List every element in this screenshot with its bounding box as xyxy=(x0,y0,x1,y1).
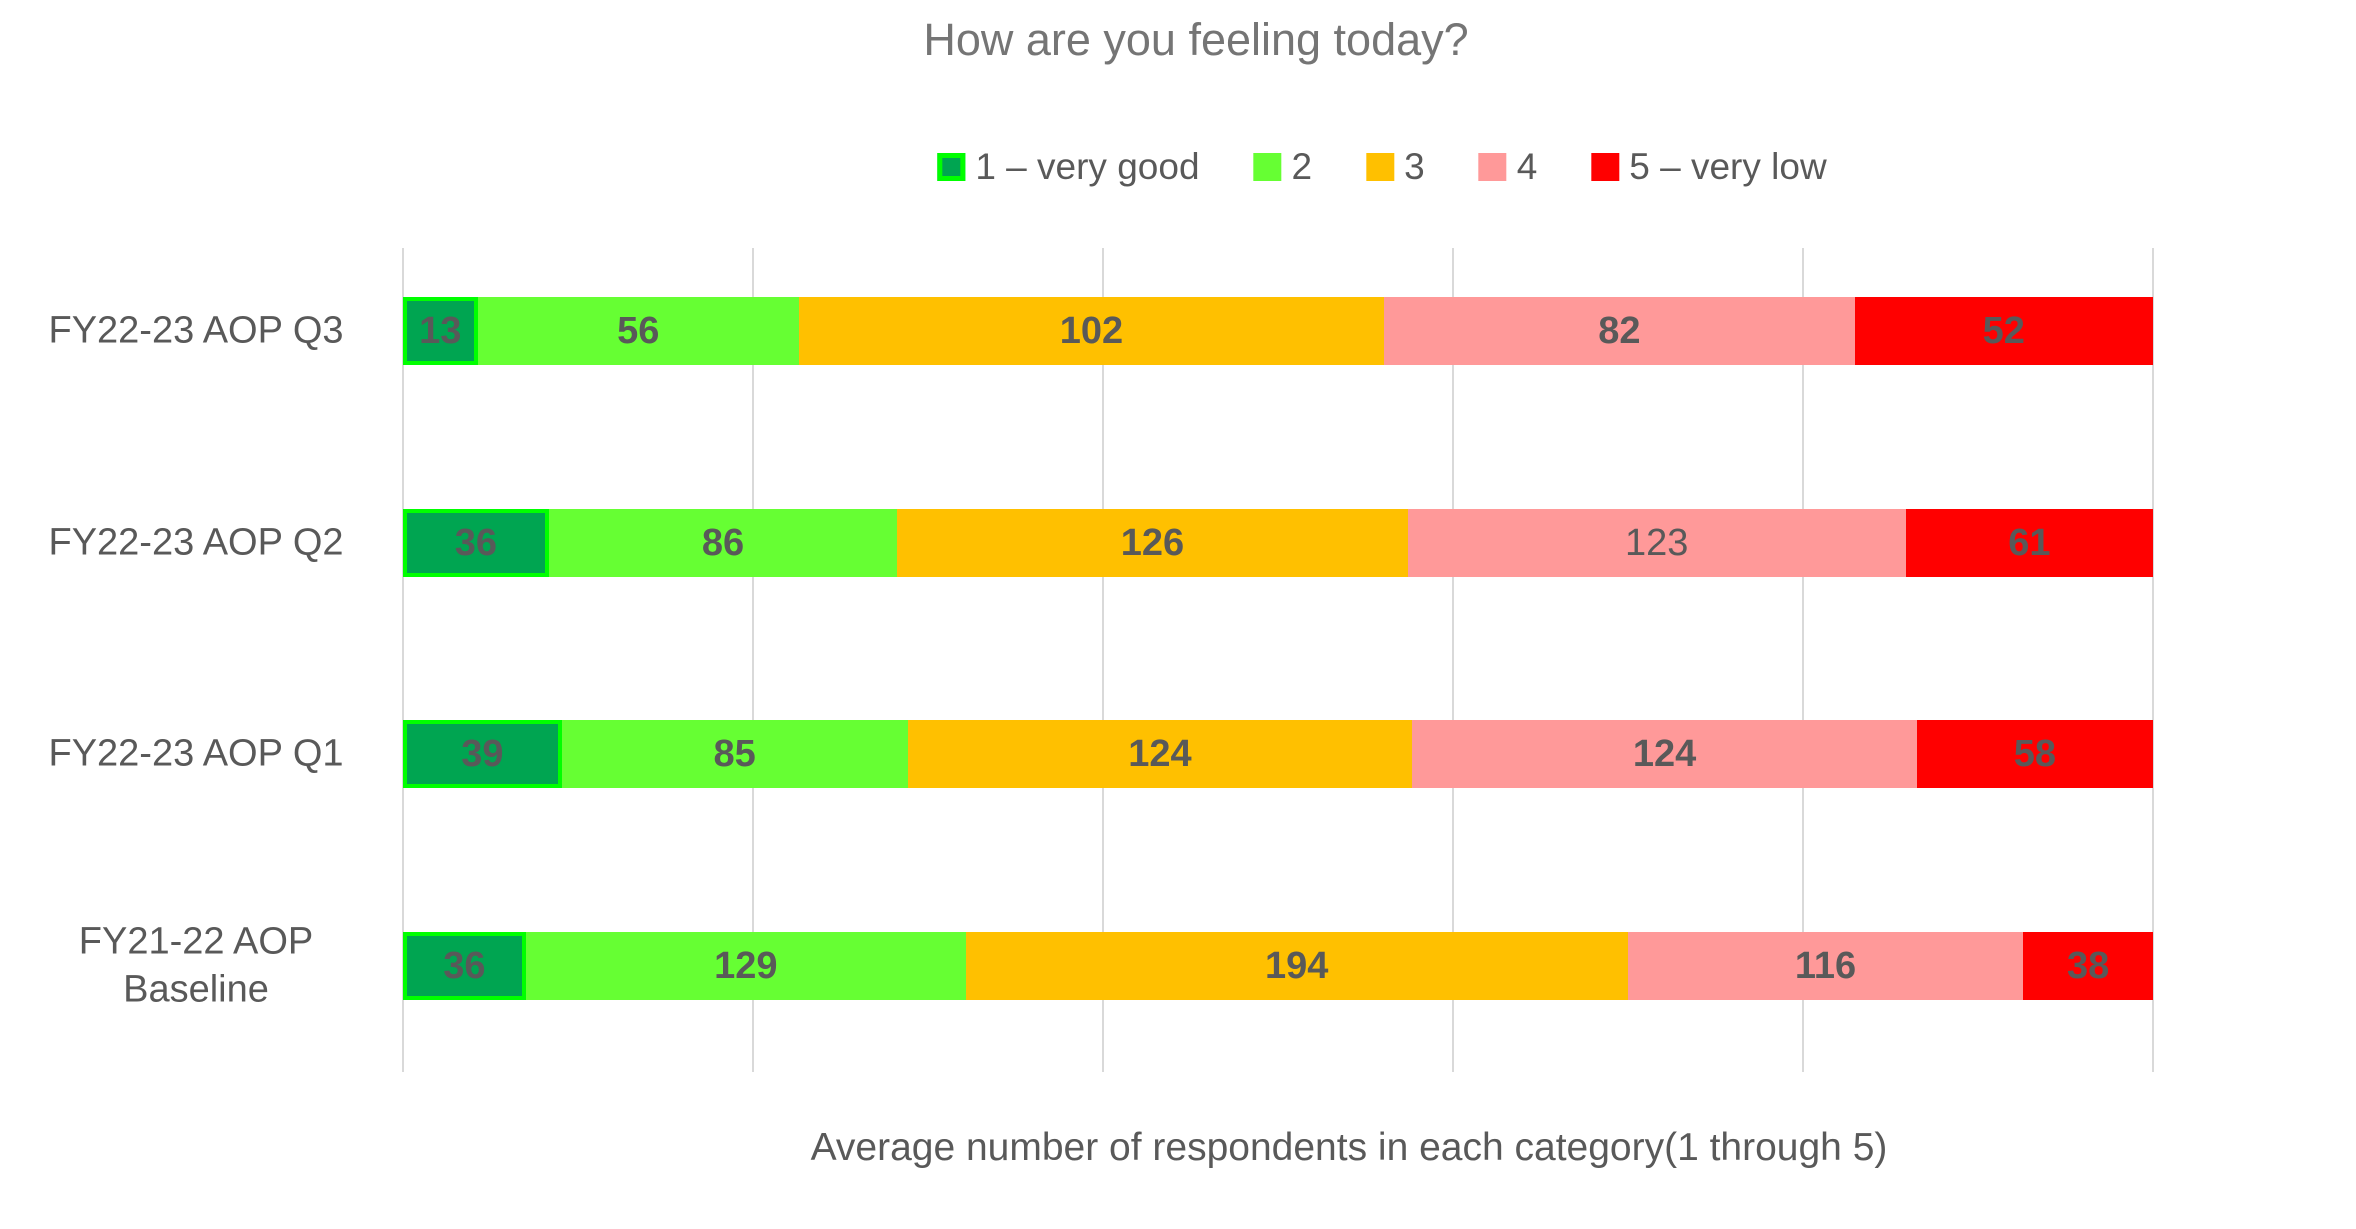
segment-value-label: 123 xyxy=(1625,521,1689,564)
bar-row: 36 129 194 116 38 xyxy=(403,932,2153,1000)
plot-area: 13 56 102 82 52 36 86 126 123 61 39 85 124 124 58 36 129… xyxy=(402,248,2154,1072)
legend-label: 5 – very low xyxy=(1629,146,1827,187)
segment-value-label: 116 xyxy=(1794,944,1857,987)
bar-row: 13 56 102 82 52 xyxy=(403,297,2153,365)
category-label: FY22-23 AOP Q3 xyxy=(48,309,344,352)
bar-row: 39 85 124 124 58 xyxy=(403,720,2153,788)
bar-segment: 36 xyxy=(403,509,549,577)
legend-item: 5 – very low xyxy=(1591,146,1827,188)
bar-segment: 13 xyxy=(403,297,478,365)
gridline xyxy=(1802,248,1804,1072)
segment-value-label: 85 xyxy=(713,732,756,775)
segment-value-label: 102 xyxy=(1059,309,1124,352)
bar-segment: 194 xyxy=(965,932,1628,1000)
gridline xyxy=(752,248,754,1072)
bar-segment: 124 xyxy=(1412,720,1917,788)
bar-row: 36 86 126 123 61 xyxy=(403,509,2153,577)
bar-segment: 58 xyxy=(1916,720,2153,788)
bar-segment: 82 xyxy=(1384,297,1855,365)
legend-swatch-icon xyxy=(1366,153,1395,181)
legend-swatch-icon xyxy=(1591,153,1620,181)
legend-swatch-icon xyxy=(1478,153,1507,181)
bar-segment: 102 xyxy=(798,297,1385,365)
legend-label: 1 – very good xyxy=(975,146,1200,187)
segment-value-label: 126 xyxy=(1120,521,1185,564)
segment-value-label: 52 xyxy=(1982,309,2025,352)
bar-segment: 39 xyxy=(403,720,562,788)
segment-value-label: 124 xyxy=(1128,732,1192,775)
segment-value-label: 56 xyxy=(617,309,660,352)
bar-segment: 116 xyxy=(1627,932,2024,1000)
bar-segment: 129 xyxy=(525,932,966,1000)
bar-segment: 61 xyxy=(1905,509,2153,577)
bar-segment: 124 xyxy=(907,720,1413,788)
legend-item: 1 – very good xyxy=(937,146,1200,188)
bar-segment: 123 xyxy=(1407,509,1906,577)
bar-segment: 38 xyxy=(2023,932,2153,1000)
legend-item: 4 xyxy=(1478,146,1538,188)
bar-segment: 85 xyxy=(561,720,908,788)
segment-value-label: 38 xyxy=(2067,944,2110,987)
segment-value-label: 194 xyxy=(1265,944,1329,987)
segment-value-label: 58 xyxy=(2013,732,2057,775)
legend-item: 2 xyxy=(1253,146,1313,188)
legend-label: 2 xyxy=(1291,146,1313,187)
segment-value-label: 86 xyxy=(701,521,745,564)
gridline xyxy=(1452,248,1454,1072)
segment-value-label: 13 xyxy=(419,309,462,352)
segment-value-label: 39 xyxy=(461,732,504,775)
category-label: FY22-23 AOP Q1 xyxy=(48,732,344,775)
segment-value-label: 36 xyxy=(443,944,486,987)
bar-segment: 86 xyxy=(548,509,898,577)
gridline xyxy=(402,248,404,1072)
bar-segment: 126 xyxy=(897,509,1408,577)
gridline xyxy=(2152,248,2154,1072)
bar-segment: 52 xyxy=(1854,297,2153,365)
legend-swatch-icon xyxy=(937,153,966,181)
segment-value-label: 36 xyxy=(454,521,498,564)
chart-legend: 1 – very good 2 3 4 5 – very low xyxy=(937,146,1827,188)
segment-value-label: 82 xyxy=(1598,309,1641,352)
gridline xyxy=(1102,248,1104,1072)
chart-title: How are you feeling today? xyxy=(923,14,1469,65)
segment-value-label: 61 xyxy=(2008,521,2051,564)
legend-label: 4 xyxy=(1516,146,1538,187)
segment-value-label: 124 xyxy=(1632,732,1697,775)
segment-value-label: 129 xyxy=(714,944,778,987)
legend-label: 3 xyxy=(1404,146,1425,187)
category-label: FY22-23 AOP Q2 xyxy=(48,521,344,564)
category-label: FY21-22 AOP Baseline xyxy=(78,920,314,1011)
legend-swatch-icon xyxy=(1253,153,1282,181)
legend-item: 3 xyxy=(1366,146,1425,188)
bar-segment: 36 xyxy=(403,932,526,1000)
x-axis-label: Average number of respondents in each ca… xyxy=(810,1126,1888,1169)
bar-segment: 56 xyxy=(477,297,799,365)
